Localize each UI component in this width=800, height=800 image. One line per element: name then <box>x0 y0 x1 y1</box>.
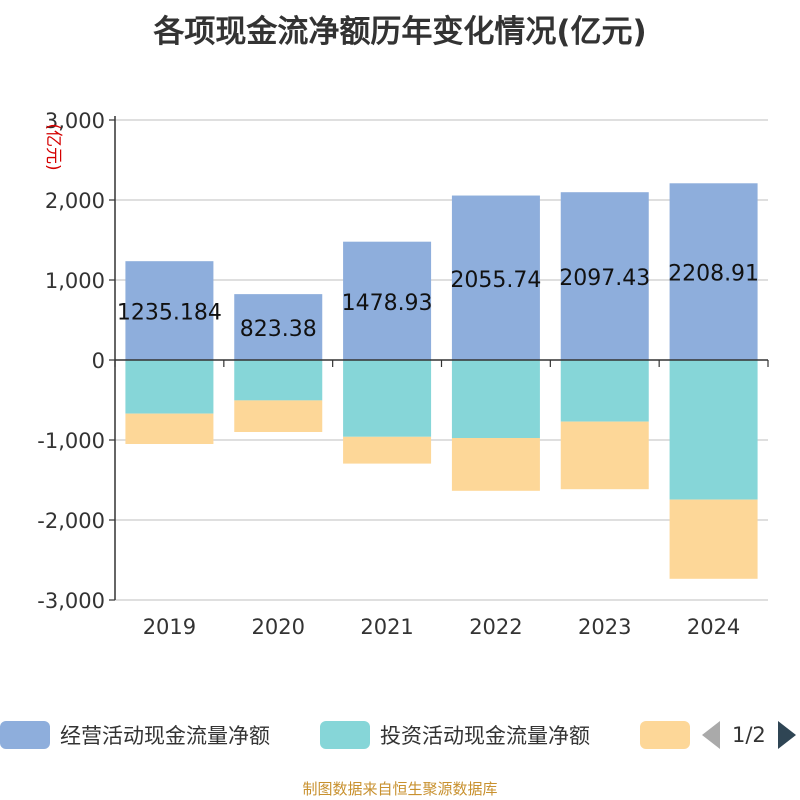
grid-lines <box>115 119 768 601</box>
x-tick-label: 2022 <box>469 615 522 639</box>
y-tick-label: -1,000 <box>37 429 105 453</box>
bar-financing-2022 <box>451 438 540 491</box>
bar-investing-2021 <box>343 360 432 437</box>
legend-pager: 1/2 <box>702 719 796 751</box>
axes: 3,000 2,000 1,000 0 -1,000 -2,000 -3,000 2019 20… <box>37 109 769 639</box>
bar-operating-2020 <box>234 294 323 360</box>
bar-investing-2022 <box>451 360 540 438</box>
data-label-2019: 1235.184 <box>117 301 222 326</box>
bar-financing-2020 <box>234 400 323 432</box>
bar-operating-2024 <box>669 183 758 360</box>
bar-financing-2019 <box>125 413 214 444</box>
y-tick-label: 1,000 <box>45 269 105 293</box>
bar-financing-2021 <box>343 436 432 464</box>
y-tick-label: 3,000 <box>45 109 105 133</box>
legend-item-operating[interactable]: 经营活动现金流量净额 <box>0 719 270 751</box>
legend-swatch-investing <box>320 721 370 749</box>
bar-financing-2024 <box>669 499 758 579</box>
bar-operating-2022 <box>451 195 540 360</box>
data-label-2024: 2208.91 <box>668 262 759 287</box>
x-tick-label: 2020 <box>252 615 305 639</box>
x-tick-label: 2024 <box>687 615 740 639</box>
bars <box>125 183 758 579</box>
legend-label-operating: 经营活动现金流量净额 <box>60 724 270 748</box>
pager-prev-icon[interactable] <box>702 721 720 749</box>
x-tick-label: 2019 <box>143 615 196 639</box>
legend: 经营活动现金流量净额 投资活动现金流量净额 1/2 <box>0 715 800 755</box>
y-tick-label: 2,000 <box>45 189 105 213</box>
bar-investing-2019 <box>125 360 214 414</box>
y-tick-label: -3,000 <box>37 589 105 613</box>
chart-title: 各项现金流净额历年变化情况(亿元) <box>153 14 647 50</box>
x-tick-label: 2023 <box>578 615 631 639</box>
legend-label-investing: 投资活动现金流量净额 <box>380 724 590 748</box>
data-labels: 1235.184 823.38 1478.93 2055.74 2097.43 2208.… <box>117 262 759 342</box>
bar-operating-2023 <box>560 192 649 360</box>
pager-page-text: 1/2 <box>732 723 766 747</box>
data-label-2023: 2097.43 <box>559 266 650 291</box>
legend-item-investing[interactable]: 投资活动现金流量净额 <box>320 719 590 751</box>
data-label-2021: 1478.93 <box>342 291 433 316</box>
bar-investing-2020 <box>234 360 323 401</box>
bar-investing-2024 <box>669 360 758 500</box>
bar-financing-2023 <box>560 421 649 490</box>
chart-plot: 3,000 2,000 1,000 0 -1,000 -2,000 -3,000 2019 20… <box>37 109 769 639</box>
bar-operating-2019 <box>125 261 214 360</box>
legend-swatch-financing <box>640 721 690 749</box>
y-tick-label: -2,000 <box>37 509 105 533</box>
y-tick-label: 0 <box>92 349 105 373</box>
bar-operating-2021 <box>343 241 432 360</box>
data-label-2020: 823.38 <box>240 317 317 342</box>
y-axis-unit-label: (亿元) <box>43 123 63 170</box>
source-note: 制图数据来自恒生聚源数据库 <box>302 780 498 798</box>
x-tick-label: 2021 <box>360 615 413 639</box>
legend-item-financing[interactable] <box>640 719 700 751</box>
pager-next-icon[interactable] <box>777 721 796 749</box>
data-label-2022: 2055.74 <box>450 268 541 293</box>
legend-swatch-operating <box>0 721 50 749</box>
bar-investing-2023 <box>560 360 649 422</box>
